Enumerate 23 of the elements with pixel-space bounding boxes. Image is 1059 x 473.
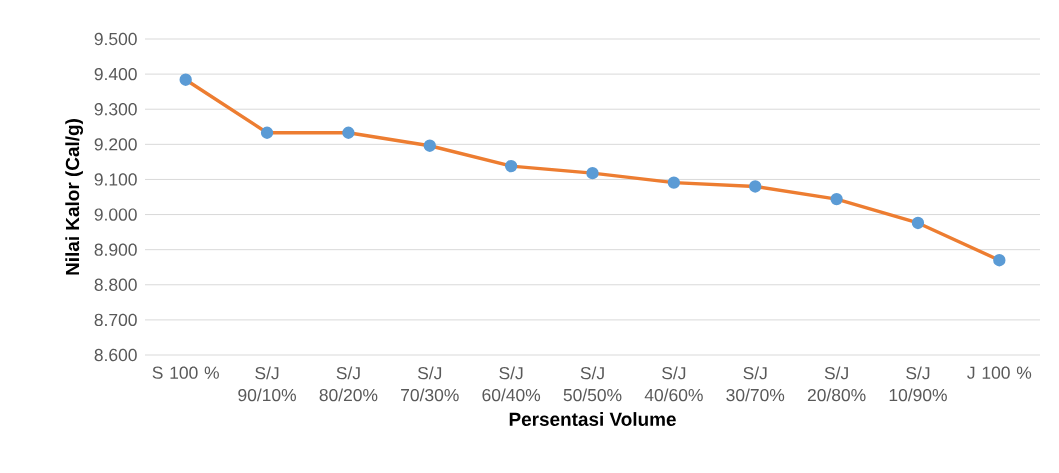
x-tick-label: S/J 10/90% (889, 366, 947, 402)
y-tick-label: 8.800 (94, 278, 137, 291)
x-tick-label: S/J 90/10% (238, 366, 296, 402)
y-tick-label: 8.600 (94, 348, 137, 362)
x-tick-label: S/J 80/20% (319, 366, 378, 402)
x-tick-label: S/J 50/50% (563, 366, 622, 402)
x-tick-label: S 100 % (152, 366, 219, 379)
y-tick-label: 9.300 (94, 103, 137, 116)
x-tick-label: S/J 70/30% (401, 366, 459, 402)
x-tick-label: S/J 20/80% (807, 366, 866, 402)
y-tick-label: 9.400 (94, 67, 137, 81)
y-tick-label: 8.700 (94, 313, 137, 327)
y-tick-label: 9.500 (94, 32, 137, 46)
x-tick-label: S/J 40/60% (644, 366, 703, 402)
x-axis-title: Persentasi Volume (509, 412, 676, 426)
y-tick-label: 9.000 (94, 208, 137, 221)
y-axis-title: Nilai Kalor (Cal/g) (65, 119, 84, 275)
x-tick-label: S/J 60/40% (482, 366, 541, 402)
x-tick-label: J 100 % (967, 366, 1032, 379)
y-tick-label: 9.100 (94, 173, 137, 186)
y-tick-label: 9.200 (94, 138, 137, 151)
y-tick-label: 8.900 (94, 243, 137, 256)
x-tick-label: S/J 30/70% (726, 366, 785, 402)
